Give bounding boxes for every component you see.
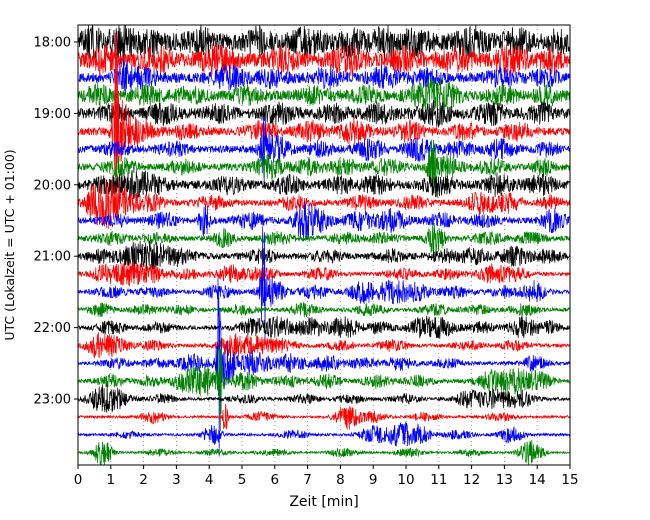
seismo-trace-2345 — [78, 439, 570, 465]
x-tick-label: 8 — [336, 472, 345, 488]
traces-group — [78, 25, 570, 465]
seismo-trace-2015 — [78, 178, 570, 229]
seismo-trace-2300 — [78, 384, 570, 413]
x-tick-label: 13 — [496, 472, 513, 488]
x-tick-label: 4 — [205, 472, 214, 488]
seismo-trace-2330 — [78, 422, 570, 447]
x-tick-label: 5 — [238, 472, 247, 488]
x-tick-label: 2 — [139, 472, 148, 488]
seismo-trace-1915 — [78, 32, 570, 218]
y-tick-label: 22:00 — [34, 321, 71, 336]
x-tick-label: 14 — [529, 472, 546, 488]
seismo-trace-2030 — [78, 200, 570, 242]
seismo-trace-2145 — [78, 302, 570, 318]
seismo-trace-1945 — [78, 139, 570, 194]
x-tick-label: 3 — [172, 472, 181, 488]
seismo-trace-1845 — [78, 77, 570, 113]
x-tick-label: 9 — [369, 472, 378, 488]
seismo-trace-2130 — [78, 226, 570, 340]
x-tick-label: 7 — [303, 472, 312, 488]
y-tick-label: 19:00 — [34, 107, 71, 122]
x-axis-label: Zeit [min] — [289, 494, 358, 510]
x-tick-label: 12 — [463, 472, 480, 488]
seismo-trace-2100 — [78, 240, 570, 272]
y-tick-label: 18:00 — [34, 36, 71, 51]
x-tick-label: 1 — [107, 472, 116, 488]
x-tick-label: 0 — [74, 472, 83, 488]
seismo-trace-2115 — [78, 261, 570, 287]
seismo-trace-2315 — [78, 403, 570, 430]
seismo-trace-1815 — [78, 43, 570, 77]
seismo-trace-1800 — [78, 25, 570, 64]
x-tick-label: 10 — [397, 472, 414, 488]
seismo-trace-2245 — [78, 338, 570, 432]
seismo-trace-1900 — [78, 99, 570, 129]
seismo-trace-2045 — [78, 222, 570, 257]
y-tick-label: 21:00 — [34, 250, 71, 265]
y-tick-label: 23:00 — [34, 393, 71, 408]
seismo-trace-2215 — [78, 332, 570, 359]
seismo-trace-1830 — [78, 59, 570, 96]
seismo-trace-1930 — [78, 115, 570, 185]
y-tick-label: 20:00 — [34, 178, 71, 193]
y-axis-label: UTC (Lokalzeit = UTC + 01:00) — [2, 149, 17, 340]
seismo-trace-2000 — [78, 170, 570, 200]
axes-border — [77, 24, 571, 466]
seismo-trace-2230 — [78, 277, 570, 457]
seismo-trace-2200 — [78, 315, 570, 339]
x-tick-label: 6 — [271, 472, 280, 488]
x-tick-label: 11 — [430, 472, 447, 488]
x-tick-label: 15 — [561, 472, 578, 488]
